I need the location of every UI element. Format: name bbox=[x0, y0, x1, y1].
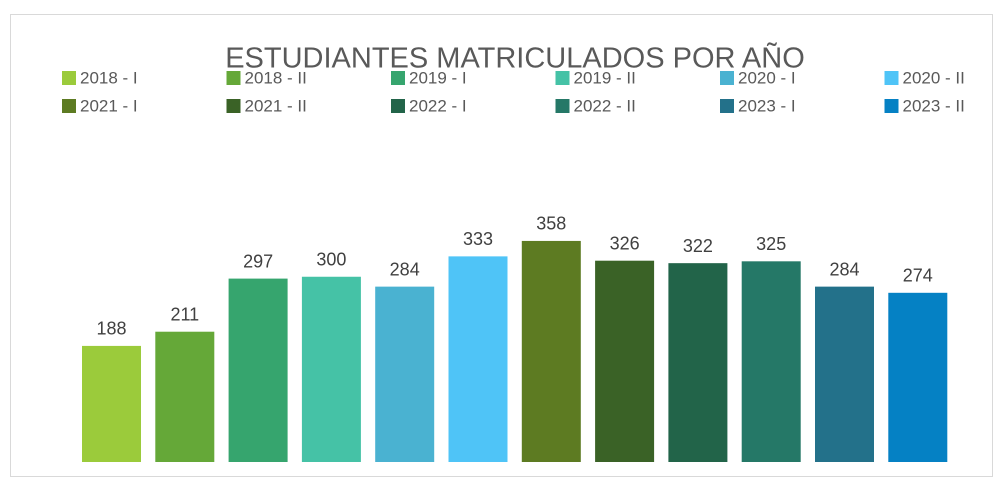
bar bbox=[668, 263, 728, 462]
bar bbox=[301, 276, 361, 462]
legend-label: 2018 - II bbox=[245, 68, 307, 87]
data-label: 284 bbox=[829, 259, 859, 279]
legend-label: 2021 - I bbox=[80, 96, 138, 115]
data-label: 211 bbox=[170, 304, 199, 324]
bar bbox=[741, 261, 801, 462]
bar bbox=[228, 278, 288, 462]
bar bbox=[521, 240, 581, 462]
legend-label: 2022 - II bbox=[574, 96, 636, 115]
data-label: 284 bbox=[390, 259, 420, 279]
legend-swatch bbox=[720, 71, 734, 85]
chart-title: ESTUDIANTES MATRICULADOS POR AÑO bbox=[225, 41, 805, 75]
legend-label: 2022 - I bbox=[409, 96, 467, 115]
data-label: 333 bbox=[463, 229, 493, 249]
legend-label: 2019 - II bbox=[574, 68, 636, 87]
bar bbox=[82, 345, 141, 462]
bar bbox=[595, 260, 655, 462]
legend-swatch bbox=[391, 99, 405, 113]
legend-label: 2020 - II bbox=[903, 68, 965, 87]
legend-label: 2018 - I bbox=[80, 68, 138, 87]
legend-label: 2021 - II bbox=[245, 96, 307, 115]
data-label: 326 bbox=[610, 233, 640, 253]
data-label: 300 bbox=[316, 250, 346, 270]
bar bbox=[815, 286, 874, 462]
legend-label: 2020 - I bbox=[738, 68, 796, 87]
legend-swatch bbox=[226, 99, 241, 113]
bar bbox=[375, 286, 435, 462]
legend-swatch bbox=[62, 99, 76, 113]
data-label: 188 bbox=[96, 319, 126, 339]
legend-swatch bbox=[884, 99, 899, 113]
bar bbox=[155, 331, 215, 462]
data-label: 325 bbox=[756, 234, 786, 254]
bar bbox=[888, 292, 948, 462]
legend-swatch bbox=[555, 99, 570, 113]
legend-swatch bbox=[62, 71, 76, 85]
legend-label: 2023 - II bbox=[903, 96, 965, 115]
legend-swatch bbox=[884, 71, 899, 85]
legend-label: 2023 - I bbox=[738, 96, 796, 115]
bar bbox=[448, 256, 508, 462]
legend-swatch bbox=[391, 71, 405, 85]
legend-swatch bbox=[555, 71, 570, 85]
data-label: 322 bbox=[683, 236, 713, 256]
legend-swatch bbox=[226, 71, 241, 85]
data-label: 274 bbox=[903, 266, 933, 286]
data-label: 358 bbox=[536, 214, 566, 234]
legend-label: 2019 - I bbox=[409, 68, 467, 87]
data-label: 297 bbox=[243, 251, 273, 271]
legend-swatch bbox=[720, 99, 734, 113]
